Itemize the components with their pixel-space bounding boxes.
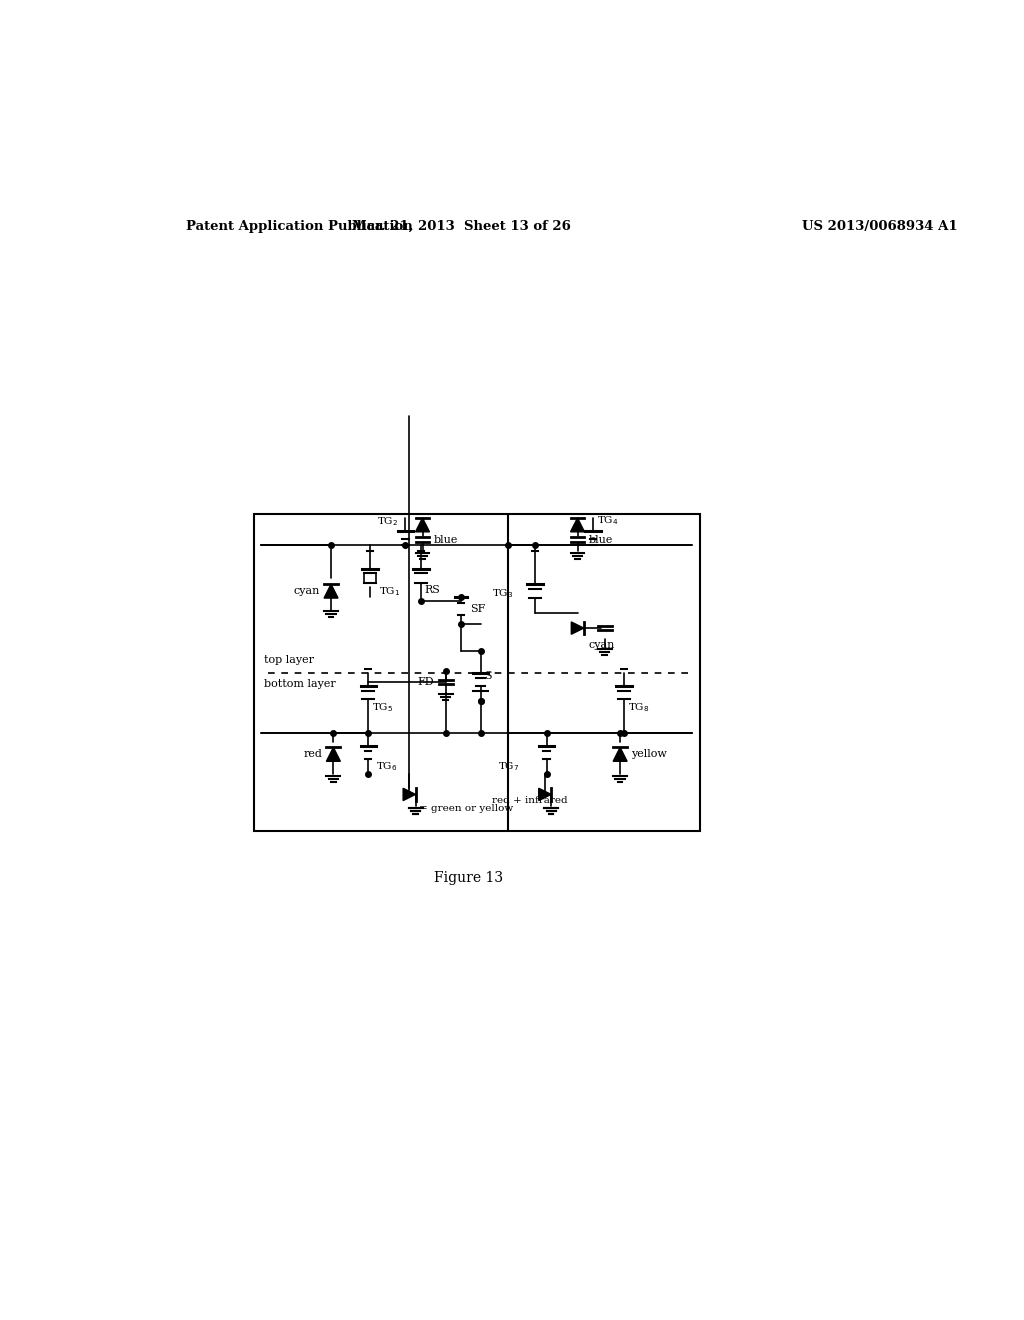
Text: TG$_1$: TG$_1$ — [379, 586, 400, 598]
Polygon shape — [403, 788, 416, 800]
Polygon shape — [570, 517, 585, 532]
Text: blue: blue — [589, 535, 612, 545]
Text: cyan: cyan — [589, 640, 614, 649]
Text: FD: FD — [418, 677, 434, 686]
Text: Mar. 21, 2013  Sheet 13 of 26: Mar. 21, 2013 Sheet 13 of 26 — [352, 219, 570, 232]
Polygon shape — [613, 747, 627, 762]
Text: TG$_3$: TG$_3$ — [492, 587, 513, 599]
Text: blue: blue — [433, 535, 458, 545]
Text: TG$_4$: TG$_4$ — [597, 513, 618, 527]
Text: SF: SF — [471, 603, 486, 614]
Bar — [254, 515, 700, 832]
Text: bottom layer: bottom layer — [264, 678, 336, 689]
Text: US 2013/0068934 A1: US 2013/0068934 A1 — [802, 219, 957, 232]
Text: Figure 13: Figure 13 — [434, 871, 504, 886]
Text: TG$_7$: TG$_7$ — [498, 760, 519, 774]
Polygon shape — [416, 517, 429, 532]
Polygon shape — [539, 788, 551, 800]
Text: RS: RS — [425, 585, 440, 594]
Text: TG$_2$: TG$_2$ — [377, 515, 397, 528]
Text: yellow: yellow — [631, 750, 667, 759]
Polygon shape — [327, 747, 340, 762]
Text: red: red — [304, 750, 323, 759]
Text: TG$_6$: TG$_6$ — [376, 760, 397, 774]
Text: = green or yellow: = green or yellow — [419, 804, 513, 813]
Text: red + infrared: red + infrared — [493, 796, 568, 805]
Text: TG$_8$: TG$_8$ — [628, 701, 649, 714]
Text: S: S — [484, 671, 493, 681]
Polygon shape — [571, 622, 584, 635]
Text: TG$_5$: TG$_5$ — [372, 701, 393, 714]
Text: Patent Application Publication: Patent Application Publication — [186, 219, 413, 232]
Polygon shape — [324, 585, 338, 598]
Text: top layer: top layer — [264, 656, 314, 665]
Text: cyan: cyan — [294, 586, 321, 597]
